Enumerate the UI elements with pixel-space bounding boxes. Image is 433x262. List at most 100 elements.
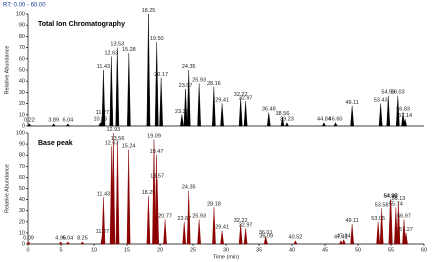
peak-label: 57.14 bbox=[398, 113, 412, 119]
peak bbox=[396, 201, 401, 245]
peak bbox=[212, 86, 216, 127]
y-tick-label: 80 bbox=[19, 34, 25, 40]
peak bbox=[394, 207, 398, 245]
x-tick-label: 0 bbox=[26, 247, 29, 253]
peak-label: 53.58 bbox=[375, 202, 389, 208]
peak bbox=[197, 83, 201, 127]
peak bbox=[350, 105, 354, 127]
x-axis-label: Time (min) bbox=[213, 254, 239, 260]
y-tick-label: 90 bbox=[19, 142, 25, 148]
peak bbox=[101, 197, 106, 245]
peak-label: 24.35 bbox=[182, 64, 196, 70]
peak bbox=[264, 238, 269, 245]
peak-label: 18.25 bbox=[142, 190, 156, 196]
peak bbox=[146, 13, 151, 127]
peak bbox=[126, 149, 131, 245]
peak-label: 4.95 bbox=[55, 236, 66, 242]
peak bbox=[395, 95, 400, 127]
peak-label: 49.11 bbox=[345, 100, 358, 106]
peak-label: 28.16 bbox=[207, 81, 221, 87]
y-axis-label: Relative Abundance bbox=[4, 46, 10, 95]
peak-label: 56.13 bbox=[392, 196, 406, 202]
peak-label: 18.25 bbox=[142, 8, 156, 14]
peak-label: 25.93 bbox=[192, 77, 206, 83]
peak-label: 12.93 bbox=[106, 127, 120, 133]
peak bbox=[266, 112, 271, 127]
peak-label: 11.43 bbox=[97, 191, 110, 197]
peak-label: 36.01 bbox=[259, 230, 273, 236]
peak bbox=[220, 103, 224, 127]
peak bbox=[386, 95, 391, 127]
peak-label: 23.67 bbox=[177, 216, 191, 222]
peak bbox=[293, 240, 298, 245]
peak-label: 19.47 bbox=[150, 149, 164, 155]
peak-label: 15.24 bbox=[122, 144, 136, 150]
x-tick-label: 5 bbox=[59, 247, 62, 253]
peak bbox=[101, 69, 106, 127]
x-tick-label: 55 bbox=[388, 247, 394, 253]
peak bbox=[155, 179, 159, 245]
peak bbox=[376, 221, 380, 245]
peak bbox=[186, 69, 191, 127]
peak-label: 56.83 bbox=[396, 107, 410, 113]
peak bbox=[333, 122, 338, 127]
peak-label: 56.03 bbox=[391, 90, 405, 96]
y-tick-label: 50 bbox=[19, 186, 25, 192]
peak bbox=[65, 123, 70, 127]
peak bbox=[212, 207, 216, 245]
x-tick-label: 10 bbox=[91, 247, 97, 253]
y-tick-label: 60 bbox=[19, 56, 25, 62]
peak bbox=[152, 139, 156, 245]
peak bbox=[111, 132, 116, 245]
peak-label: 49.11 bbox=[345, 218, 358, 224]
peak-label: 36.48 bbox=[262, 107, 276, 113]
peak bbox=[27, 123, 32, 127]
y-tick-label: 0 bbox=[22, 241, 25, 247]
peak bbox=[51, 123, 56, 127]
peak-label: 56.97 bbox=[397, 214, 411, 220]
peak bbox=[389, 199, 393, 245]
peak bbox=[154, 41, 159, 127]
peak-label: 54.90 bbox=[383, 194, 397, 200]
header: RT: 0.00 - 60.00 bbox=[3, 3, 46, 9]
peak bbox=[182, 221, 187, 245]
y-tick-label: 50 bbox=[19, 67, 25, 73]
peak-label: 44.84 bbox=[317, 117, 331, 123]
peak-label: 47.84 bbox=[337, 234, 351, 240]
x-tick-label: 40 bbox=[289, 247, 295, 253]
peak-label: 12.67 bbox=[105, 140, 119, 146]
peak-label: 57.27 bbox=[399, 227, 413, 233]
peak-label: 19.57 bbox=[150, 174, 164, 180]
peak bbox=[109, 56, 114, 127]
peak bbox=[402, 219, 406, 245]
peak bbox=[350, 224, 354, 245]
peak-label: 53.43 bbox=[374, 98, 388, 104]
peak-label: 10.96 bbox=[93, 117, 107, 123]
peak-label: 19.09 bbox=[147, 134, 161, 140]
peak bbox=[243, 101, 248, 127]
y-tick-label: 60 bbox=[19, 175, 25, 181]
y-tick-label: 10 bbox=[19, 230, 25, 236]
peak-label: 20.17 bbox=[154, 72, 168, 78]
y-tick-label: 20 bbox=[19, 219, 25, 225]
peak-label: 29.41 bbox=[215, 98, 229, 104]
peak bbox=[280, 117, 285, 127]
peak bbox=[180, 114, 184, 127]
y-tick-label: 20 bbox=[19, 101, 25, 107]
x-tick-label: 50 bbox=[355, 247, 361, 253]
peak-label: 12.63 bbox=[104, 51, 118, 57]
y-tick-label: 80 bbox=[19, 153, 25, 159]
y-tick-label: 70 bbox=[19, 45, 25, 51]
peak-label: 32.97 bbox=[239, 222, 253, 228]
peak-label: 19.50 bbox=[150, 36, 164, 42]
peak-label: 8.25 bbox=[77, 236, 88, 242]
peak-label: 29.41 bbox=[215, 225, 229, 231]
peak bbox=[65, 241, 70, 245]
peak-label: 46.60 bbox=[329, 117, 343, 123]
peak bbox=[146, 196, 151, 245]
peak-label: 38.56 bbox=[276, 111, 290, 117]
y-tick-label: 40 bbox=[19, 79, 25, 85]
x-tick-label: 45 bbox=[322, 247, 328, 253]
x-tick-label: 60 bbox=[421, 247, 427, 253]
